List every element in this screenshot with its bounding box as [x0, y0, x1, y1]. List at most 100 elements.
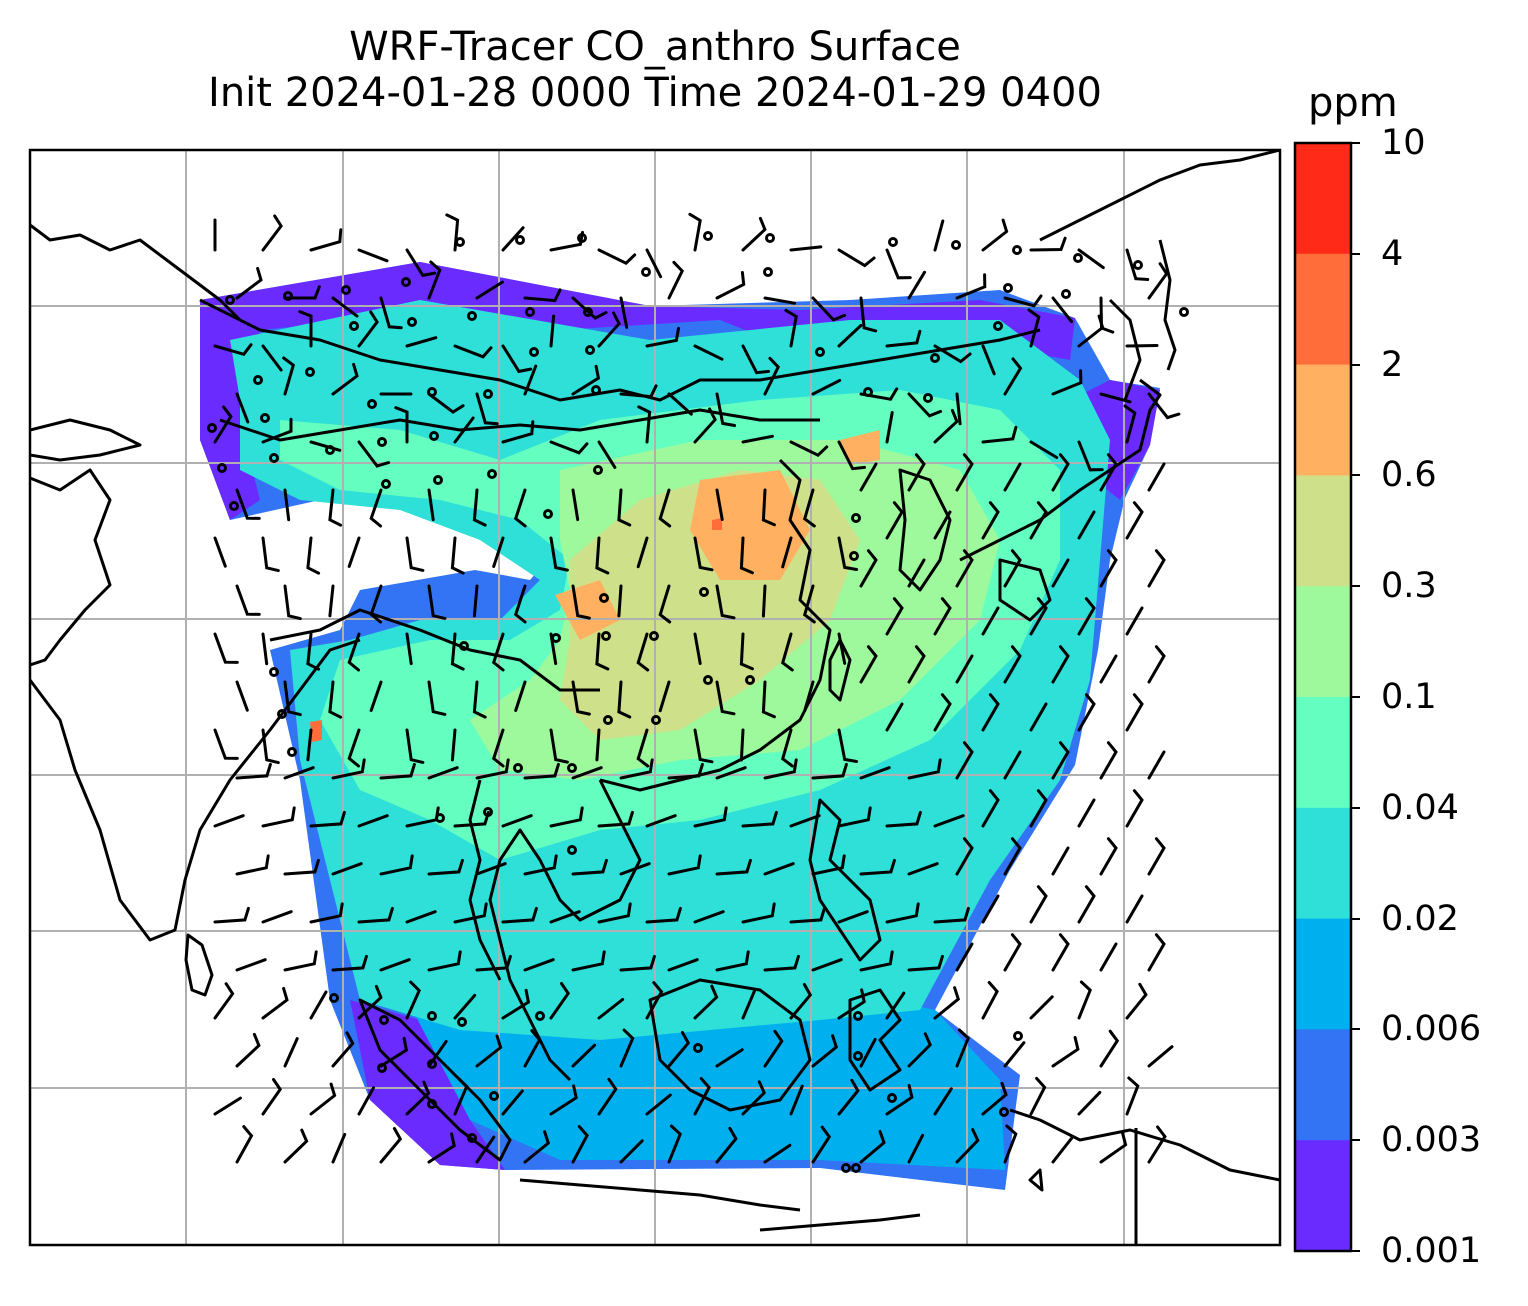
wind-calm-marker [651, 715, 661, 725]
wind-calm-marker [260, 413, 270, 423]
wind-barb [475, 862, 507, 876]
wind-calm-marker [207, 423, 217, 433]
wind-barb [1077, 980, 1092, 1020]
wind-barb [1077, 885, 1096, 924]
wind-barb [492, 536, 505, 568]
colorbar-tick-label: 2 [1381, 344, 1404, 385]
wind-barb [907, 558, 926, 588]
wind-calm-marker [923, 393, 933, 403]
wind-calm-marker [930, 353, 940, 363]
colorbar-tick-mark [1351, 585, 1360, 588]
wind-barb [619, 862, 651, 876]
wind-barb [811, 854, 846, 876]
wind-barb [235, 266, 263, 300]
wind-barb [523, 854, 558, 876]
wind-barb [501, 814, 533, 828]
wind-barb [235, 584, 261, 616]
wind-barb [331, 1132, 347, 1164]
coastline-malay-peninsula [468, 779, 502, 981]
wind-barb [837, 1078, 860, 1116]
wind-barb [261, 728, 280, 765]
wind-calm-marker [585, 345, 595, 355]
wind-barb [645, 1093, 672, 1116]
wind-barb [1077, 440, 1104, 472]
wind-calm-marker [329, 993, 339, 1003]
wind-barb [394, 406, 409, 444]
wind-barb [513, 488, 527, 528]
wind-barb [379, 1036, 409, 1068]
coastline-borneo [648, 978, 812, 1112]
wind-barb [597, 1077, 618, 1116]
wind-barb [763, 862, 795, 876]
wind-barb [1003, 645, 1022, 684]
wind-barb [213, 536, 227, 568]
wind-barb [715, 680, 736, 716]
wind-barb [981, 218, 1009, 252]
wind-barb [501, 906, 538, 924]
wind-calm-marker [269, 453, 279, 463]
wind-calm-marker [535, 1011, 545, 1021]
wind-barb [645, 906, 682, 924]
wind-barb [549, 728, 569, 764]
field-band-2-core [690, 470, 810, 580]
colorbar-tick-label: 0.1 [1381, 677, 1437, 717]
wind-barb [741, 810, 778, 828]
wind-barb [837, 324, 863, 348]
wind-barb [763, 954, 800, 972]
wind-barb [658, 584, 672, 624]
wind-barb [597, 311, 621, 348]
wind-barb [789, 906, 826, 924]
wind-barb [955, 392, 962, 426]
wind-calm-marker [407, 317, 417, 327]
wind-barb [955, 741, 974, 780]
wind-barb [427, 950, 462, 972]
coastline-india-peninsula [30, 638, 361, 942]
wind-barb [1027, 308, 1041, 348]
wind-barb [261, 806, 296, 828]
wind-barb [741, 434, 774, 444]
colorbar-tick-label: 0.3 [1381, 566, 1437, 607]
coastline-china-east [599, 458, 832, 792]
wind-barb [859, 1038, 877, 1068]
wind-barb [261, 986, 289, 1020]
wind-calm-marker [467, 1133, 477, 1143]
wind-barb [328, 584, 335, 618]
wind-barbs [207, 212, 1189, 1173]
wind-barb [885, 902, 920, 924]
wind-calm-marker [515, 235, 525, 245]
wind-barb [357, 814, 389, 828]
wind-calm-marker [1013, 1031, 1023, 1041]
wind-calm-marker [269, 667, 279, 677]
wind-barb [405, 336, 438, 348]
wind-barb [571, 766, 603, 780]
wind-barb [261, 632, 269, 666]
wind-barb [617, 584, 623, 618]
wind-barb [501, 226, 525, 252]
wind-barb [981, 981, 999, 1020]
wind-barb [1051, 1136, 1073, 1164]
wind-barb [715, 858, 752, 876]
wind-barb [933, 408, 959, 444]
wind-barb [645, 248, 663, 279]
wind-barb [331, 362, 359, 396]
wind-barb [859, 858, 896, 876]
wind-barb [379, 854, 414, 876]
colorbar-tick-mark [1351, 1028, 1360, 1031]
coastline-philippines [808, 798, 882, 962]
wind-calm-marker [277, 709, 287, 719]
wind-barb [282, 356, 296, 396]
wind-barb [636, 536, 649, 569]
wind-barb [688, 212, 702, 252]
wind-calm-marker [567, 763, 577, 773]
coastline-taiwan [828, 638, 852, 702]
wind-barb [859, 645, 878, 684]
wind-barb [1051, 296, 1073, 324]
wind-barb [837, 440, 866, 471]
wind-calm-marker [853, 1011, 863, 1021]
wind-barb [1077, 597, 1096, 636]
wind-barb [261, 417, 293, 444]
wind-barb [213, 343, 253, 357]
wind-barb [261, 344, 283, 372]
wind-barb [213, 814, 245, 828]
wind-barb [811, 296, 847, 322]
